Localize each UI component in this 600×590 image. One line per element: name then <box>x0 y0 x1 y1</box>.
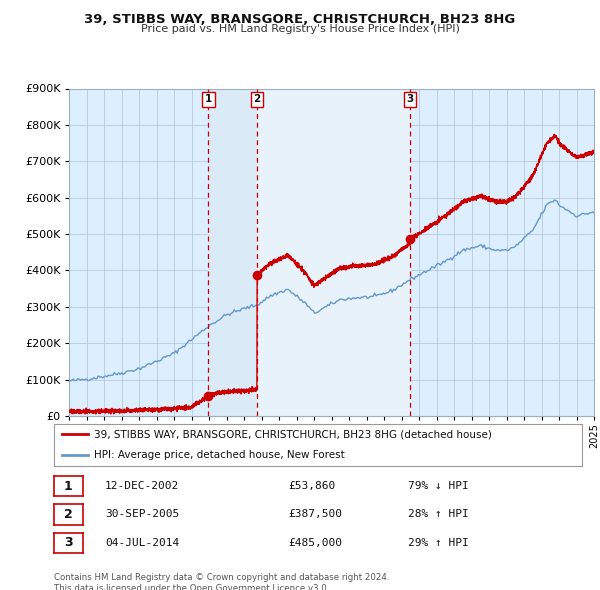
Bar <box>208 88 257 416</box>
Text: 04-JUL-2014: 04-JUL-2014 <box>105 538 179 548</box>
Text: 79% ↓ HPI: 79% ↓ HPI <box>408 481 469 491</box>
Text: 2: 2 <box>254 94 261 104</box>
Bar <box>257 88 410 416</box>
Text: 29% ↑ HPI: 29% ↑ HPI <box>408 538 469 548</box>
Text: 28% ↑ HPI: 28% ↑ HPI <box>408 510 469 519</box>
Text: 39, STIBBS WAY, BRANSGORE, CHRISTCHURCH, BH23 8HG: 39, STIBBS WAY, BRANSGORE, CHRISTCHURCH,… <box>85 13 515 26</box>
Text: 1: 1 <box>205 94 212 104</box>
Text: Price paid vs. HM Land Registry's House Price Index (HPI): Price paid vs. HM Land Registry's House … <box>140 24 460 34</box>
Text: 3: 3 <box>407 94 414 104</box>
Text: £53,860: £53,860 <box>288 481 335 491</box>
Text: 3: 3 <box>64 536 73 549</box>
Text: 2: 2 <box>64 508 73 521</box>
Text: HPI: Average price, detached house, New Forest: HPI: Average price, detached house, New … <box>94 451 344 460</box>
Text: 12-DEC-2002: 12-DEC-2002 <box>105 481 179 491</box>
Text: 30-SEP-2005: 30-SEP-2005 <box>105 510 179 519</box>
Text: Contains HM Land Registry data © Crown copyright and database right 2024.: Contains HM Land Registry data © Crown c… <box>54 573 389 582</box>
Text: £387,500: £387,500 <box>288 510 342 519</box>
Text: This data is licensed under the Open Government Licence v3.0.: This data is licensed under the Open Gov… <box>54 584 329 590</box>
Text: £485,000: £485,000 <box>288 538 342 548</box>
Text: 1: 1 <box>64 480 73 493</box>
Text: 39, STIBBS WAY, BRANSGORE, CHRISTCHURCH, BH23 8HG (detached house): 39, STIBBS WAY, BRANSGORE, CHRISTCHURCH,… <box>94 430 491 439</box>
